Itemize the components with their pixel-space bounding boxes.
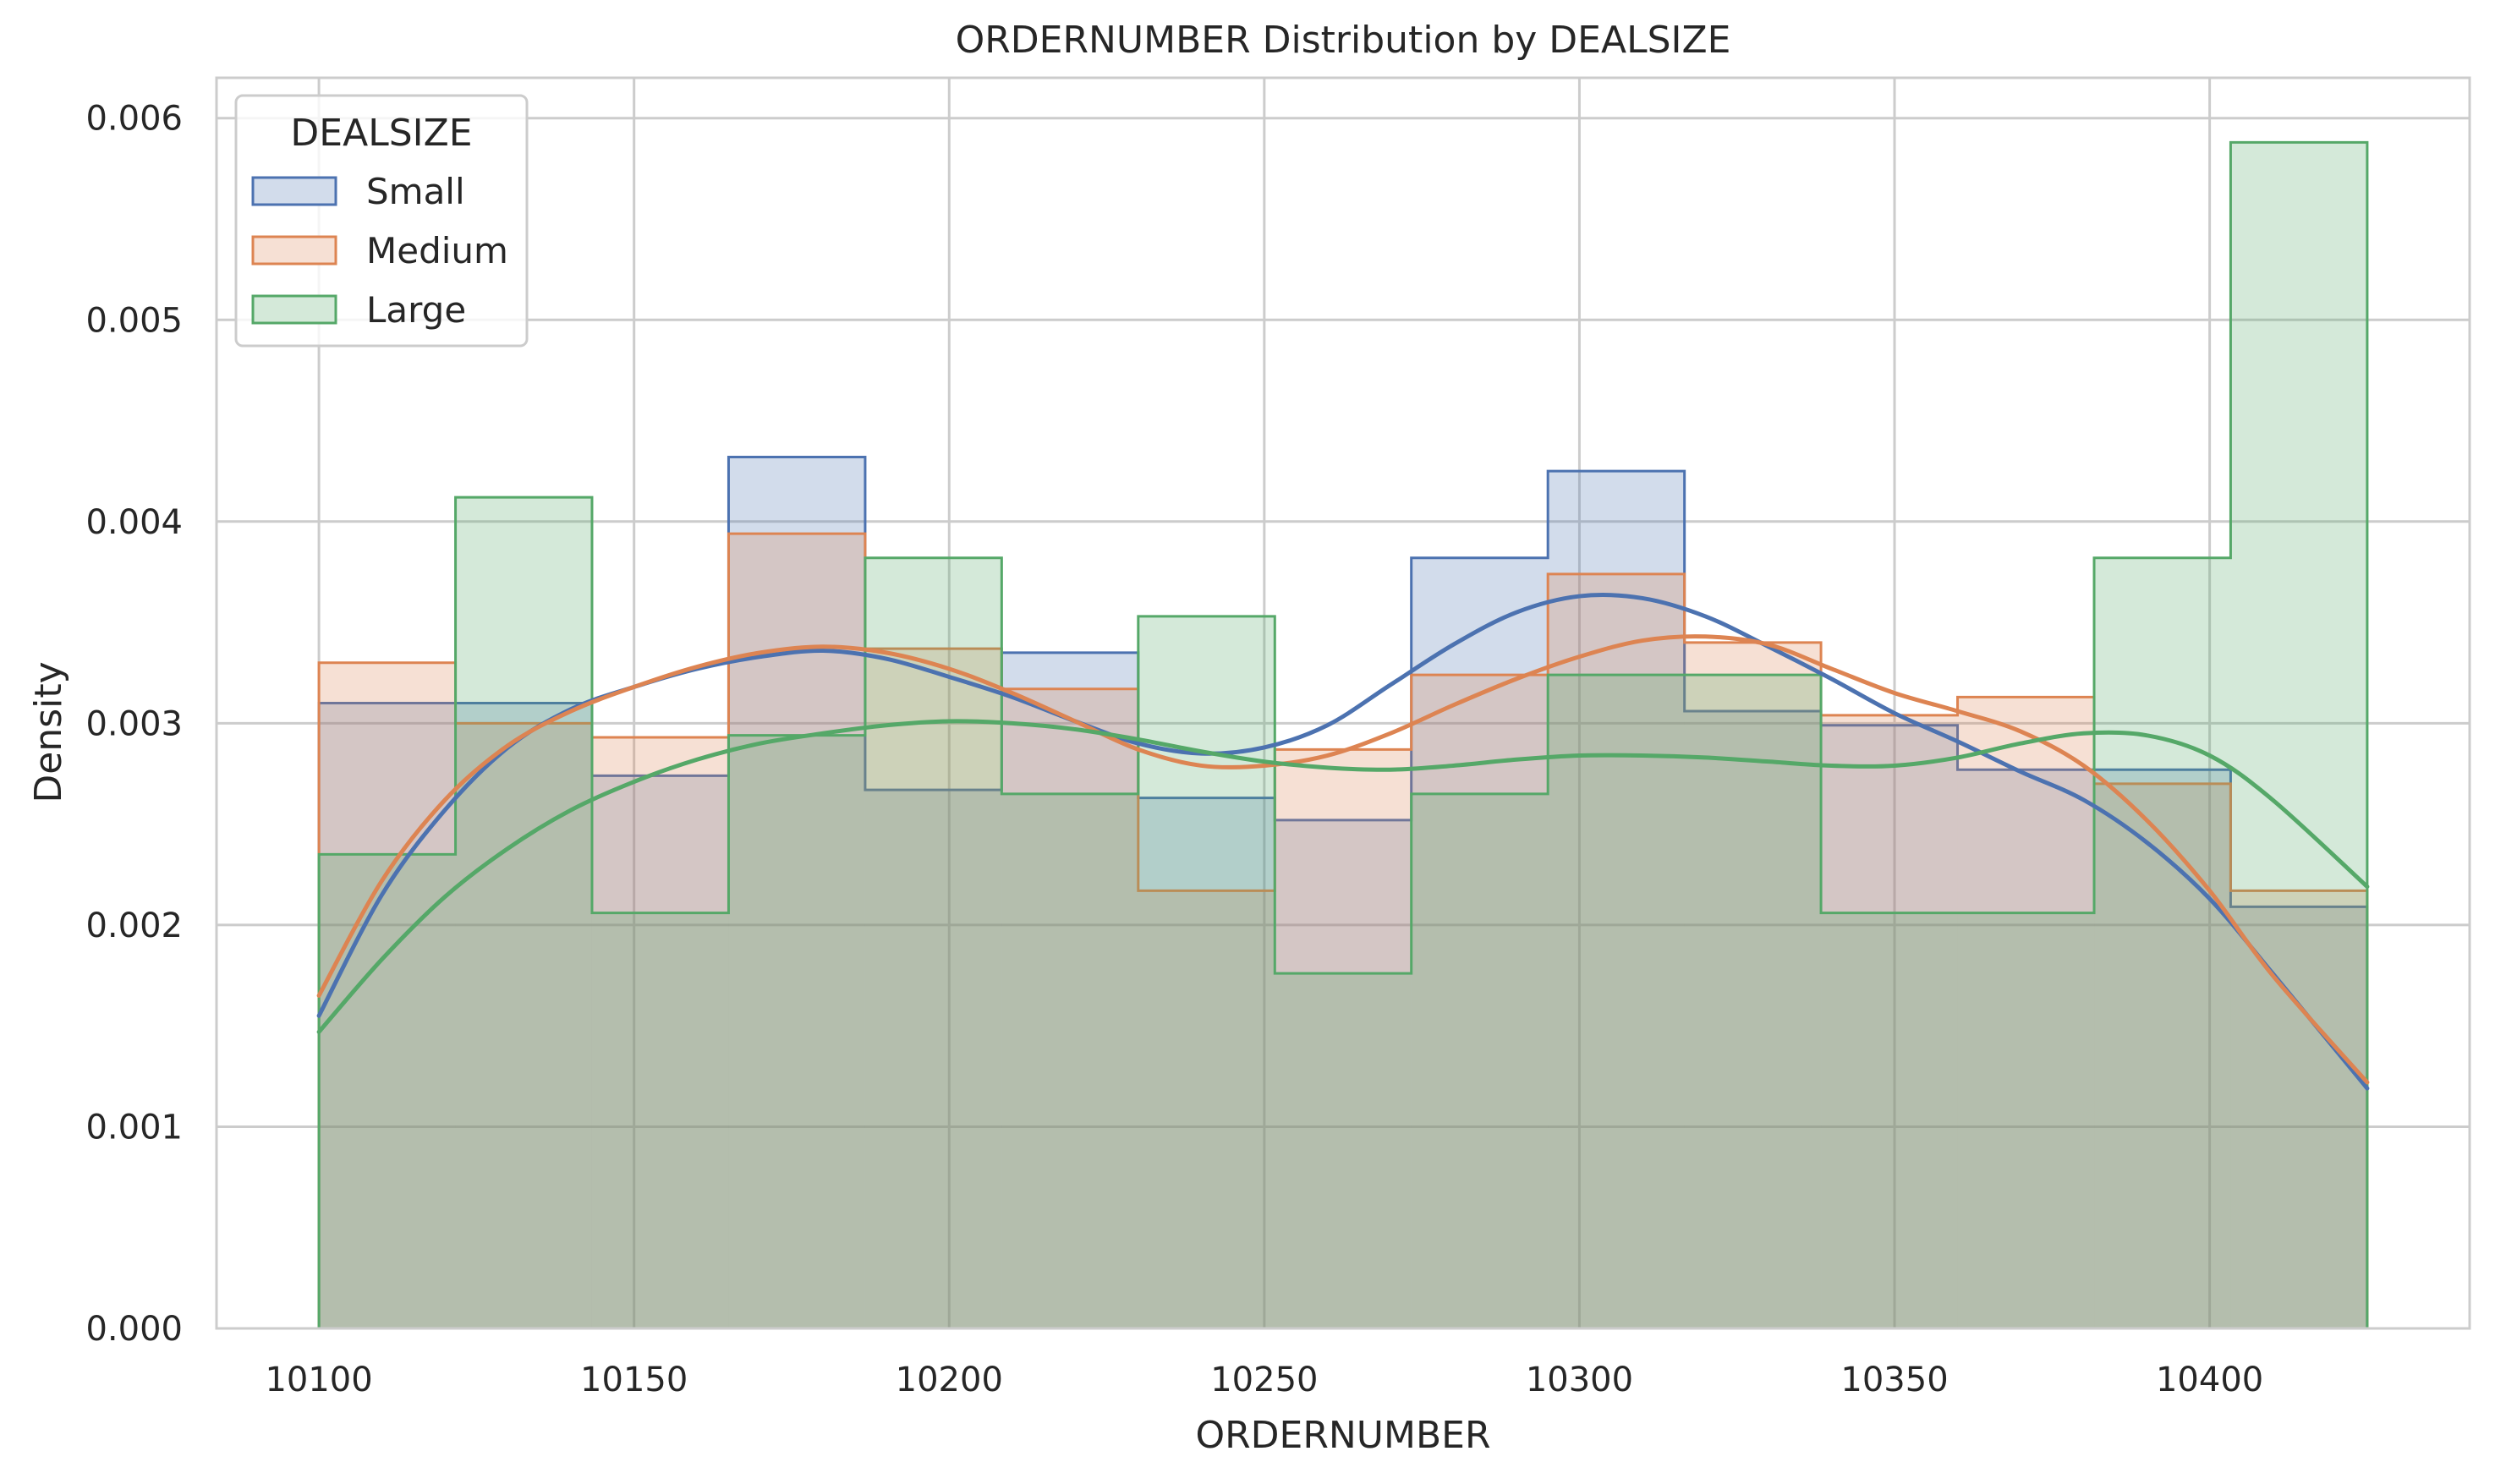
kde-curves xyxy=(316,593,2370,1091)
histogram-bar-large xyxy=(1275,973,1412,1328)
histogram-bar-small xyxy=(1548,471,1685,1328)
histogram-bar-small xyxy=(728,457,865,1328)
histogram-bar-small xyxy=(1275,819,1412,1328)
y-tick-label: 0.002 xyxy=(85,906,183,945)
histogram-bar-large xyxy=(1957,912,2095,1328)
histogram-bar-large xyxy=(2230,142,2367,1329)
histogram-outline-large xyxy=(317,140,2369,1328)
histogram-bar-small xyxy=(455,703,592,1328)
histogram-bar-medium xyxy=(864,649,1002,1328)
histogram-bar-large xyxy=(2094,557,2231,1328)
x-tick-label: 10200 xyxy=(896,1361,1003,1399)
x-tick-label: 10250 xyxy=(1210,1361,1318,1399)
legend-label-large: Large xyxy=(366,289,466,331)
histogram-bar-small xyxy=(1411,557,1549,1328)
kde-curve-large xyxy=(316,719,2370,1034)
histogram-bar-medium xyxy=(1548,573,1685,1328)
histogram-bar-medium xyxy=(455,723,592,1328)
histogram-bar-medium xyxy=(319,662,456,1328)
histogram-bar-large xyxy=(1138,616,1275,1328)
histogram-bar-small xyxy=(591,775,729,1328)
legend-title: DEALSIZE xyxy=(290,112,472,155)
x-axis-label: ORDERNUMBER xyxy=(1195,1414,1490,1457)
y-axis-label: Density xyxy=(27,661,70,802)
histogram-bar-medium xyxy=(2230,890,2367,1328)
legend-swatch-large xyxy=(251,294,337,325)
histogram-bar-large xyxy=(1411,793,1549,1328)
plot-frame xyxy=(215,76,2471,1330)
y-tick-label: 0.006 xyxy=(85,100,183,139)
legend-swatch-bg-small xyxy=(253,178,336,205)
x-tick-label: 10100 xyxy=(265,1361,372,1399)
legend: DEALSIZE Small Medium Large xyxy=(234,94,529,348)
histogram-bar-small xyxy=(1957,769,2095,1328)
x-tick-label: 10350 xyxy=(1840,1361,1948,1399)
histogram-bar-small xyxy=(1001,652,1138,1328)
histogram-bar-medium xyxy=(1411,675,1549,1328)
y-tick-label: 0.003 xyxy=(85,704,183,743)
histogram-bar-large xyxy=(319,854,456,1328)
histogram-bar-small xyxy=(2230,906,2367,1328)
histogram-outline-small xyxy=(317,455,2369,1328)
histogram-bar-small xyxy=(1138,797,1275,1328)
legend-label-small: Small xyxy=(366,171,465,212)
histogram-bar-large xyxy=(728,735,865,1328)
histogram-bar-small xyxy=(864,790,1002,1328)
histogram-bar-medium xyxy=(1957,697,2095,1328)
histogram-bar-large xyxy=(1684,675,1822,1328)
axis-ticks: 10100 10150 10200 10250 10300 10350 10400 0.000… xyxy=(85,100,2263,1399)
legend-swatch-small xyxy=(251,176,337,206)
histogram-bar-medium xyxy=(1138,890,1275,1328)
x-tick-label: 10150 xyxy=(580,1361,688,1399)
histogram-bar-small xyxy=(319,703,456,1328)
legend-swatch-medium xyxy=(251,235,337,266)
histogram-bar-medium xyxy=(1821,715,1958,1328)
histogram-bar-large xyxy=(455,497,592,1328)
histogram-bar-large xyxy=(1001,793,1138,1328)
histogram-bar-medium xyxy=(728,534,865,1328)
histogram-bar-medium xyxy=(591,737,729,1328)
y-tick-label: 0.001 xyxy=(85,1108,183,1147)
histogram-bar-small xyxy=(1684,711,1822,1328)
legend-swatch-bg-medium xyxy=(253,237,336,264)
y-tick-label: 0.005 xyxy=(85,301,183,340)
histogram-bar-medium xyxy=(1001,688,1138,1328)
legend-frame xyxy=(234,94,529,348)
histogram-bar-large xyxy=(1548,675,1685,1328)
legend-label-medium: Medium xyxy=(366,230,508,271)
y-tick-label: 0.004 xyxy=(85,503,183,542)
histogram-bar-medium xyxy=(2094,783,2231,1328)
histogram-bar-small xyxy=(2094,769,2231,1328)
x-tick-label: 10300 xyxy=(1526,1361,1633,1399)
y-tick-label: 0.000 xyxy=(85,1310,183,1349)
histogram-bar-large xyxy=(1821,912,1958,1328)
histogram-bar-medium xyxy=(1275,749,1412,1328)
legend-swatch-bg-large xyxy=(253,296,336,323)
histogram-bar-small xyxy=(1821,725,1958,1328)
chart-title: ORDERNUMBER Distribution by DEALSIZE xyxy=(956,19,1731,62)
x-tick-label: 10400 xyxy=(2156,1361,2263,1399)
histogram-bar-large xyxy=(591,912,729,1328)
